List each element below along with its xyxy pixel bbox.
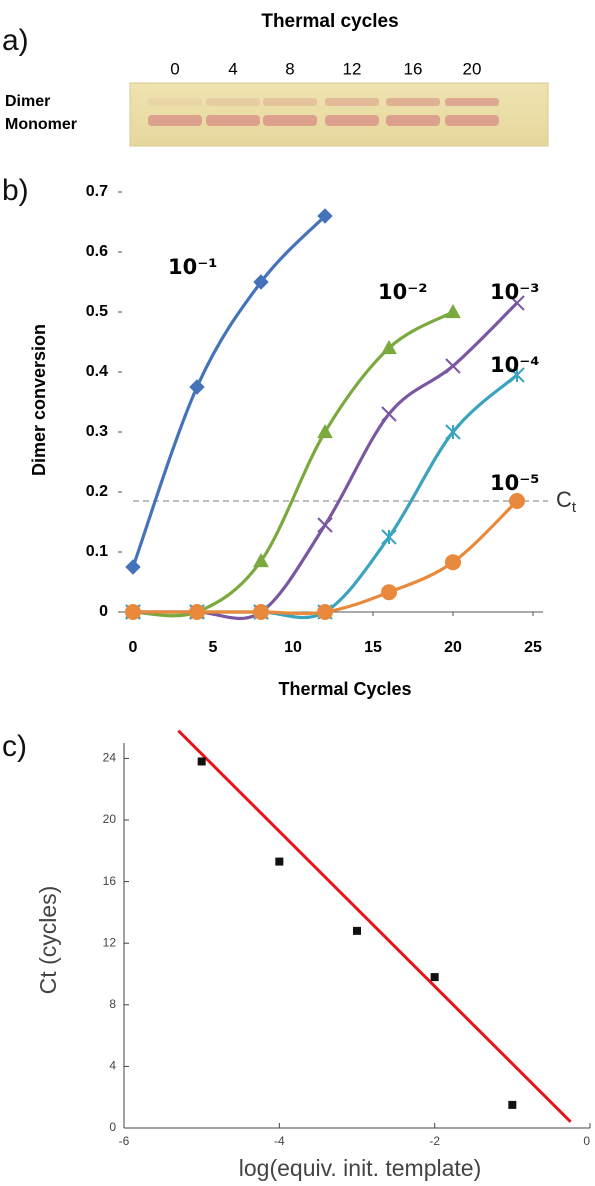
monomer-band bbox=[325, 115, 379, 126]
lane-label: 16 bbox=[404, 59, 423, 78]
x-tick-label: 5 bbox=[209, 639, 218, 656]
x-axis-label: log(equiv. init. template) bbox=[239, 1155, 481, 1181]
x-tick-label: 15 bbox=[364, 639, 382, 656]
series-label: 10⁻³ bbox=[490, 280, 540, 304]
marker bbox=[445, 358, 461, 374]
monomer-band bbox=[263, 115, 317, 126]
y-tick-label: 0.5 bbox=[86, 303, 108, 320]
series-line bbox=[133, 373, 519, 620]
marker bbox=[317, 604, 333, 620]
panel-label: c) bbox=[2, 730, 27, 763]
series-label: 10⁻⁵ bbox=[490, 471, 540, 495]
lane-label: 20 bbox=[463, 59, 482, 78]
gel bbox=[129, 82, 549, 147]
dimer-band bbox=[445, 98, 499, 106]
dimer-band bbox=[206, 98, 260, 106]
dimer-band bbox=[386, 98, 440, 106]
lane-label: 12 bbox=[343, 59, 362, 78]
series-label: 10⁻¹ bbox=[168, 255, 218, 279]
x-tick-label: 0 bbox=[129, 639, 138, 656]
marker bbox=[381, 584, 397, 601]
series-line bbox=[133, 499, 519, 616]
series-label: 10⁻² bbox=[378, 280, 428, 304]
y-tick-label: 20 bbox=[103, 812, 117, 826]
y-tick-label: 0.1 bbox=[86, 543, 108, 560]
y-tick-label: 24 bbox=[103, 751, 117, 765]
point bbox=[353, 926, 361, 935]
x-tick-label: 10 bbox=[284, 639, 302, 656]
marker bbox=[445, 424, 461, 440]
series-line bbox=[133, 301, 519, 621]
threshold-label-sub: t bbox=[572, 499, 577, 516]
monomer-band bbox=[386, 115, 440, 126]
panel-label: b) bbox=[2, 174, 29, 207]
y-axis-label: Ct (cycles) bbox=[35, 886, 61, 995]
threshold-label-main: C bbox=[556, 487, 572, 512]
band-label: Dimer bbox=[5, 93, 50, 110]
monomer-band bbox=[206, 115, 260, 126]
y-tick-label: 0.6 bbox=[86, 243, 108, 260]
monomer-band bbox=[445, 115, 499, 126]
marker bbox=[253, 274, 269, 290]
gel-title: Thermal cycles bbox=[261, 11, 398, 32]
x-tick-label: -2 bbox=[429, 1134, 440, 1148]
y-tick-label: 16 bbox=[103, 874, 117, 888]
marker bbox=[509, 493, 525, 509]
band-label: Monomer bbox=[5, 116, 77, 133]
panel-label: a) bbox=[2, 24, 29, 57]
x-tick-label: -4 bbox=[274, 1134, 285, 1148]
y-tick-label: 0 bbox=[99, 603, 108, 620]
marker bbox=[189, 379, 205, 395]
dimer-band bbox=[263, 98, 317, 106]
marker bbox=[509, 367, 525, 383]
series-label: 10⁻⁴ bbox=[490, 353, 540, 377]
marker bbox=[125, 559, 141, 575]
x-tick-label: 0 bbox=[583, 1134, 590, 1148]
y-tick-label: 8 bbox=[109, 997, 116, 1011]
point bbox=[197, 757, 206, 766]
dimer-band bbox=[148, 98, 202, 106]
marker bbox=[189, 604, 205, 620]
y-tick-label: 0.2 bbox=[86, 483, 108, 500]
marker bbox=[317, 208, 333, 224]
y-tick-label: 12 bbox=[103, 935, 117, 949]
marker bbox=[317, 517, 333, 533]
series-line bbox=[131, 214, 327, 568]
marker bbox=[509, 295, 525, 311]
y-axis-label: Dimer conversion bbox=[29, 324, 49, 476]
point bbox=[508, 1100, 517, 1109]
x-tick-label: 25 bbox=[524, 639, 542, 656]
series-line bbox=[132, 310, 454, 618]
y-tick-label: 0.4 bbox=[86, 363, 108, 380]
marker bbox=[125, 604, 141, 620]
monomer-band bbox=[148, 115, 202, 126]
marker bbox=[317, 423, 333, 439]
point bbox=[275, 857, 284, 866]
y-tick-label: 0.3 bbox=[86, 423, 108, 440]
lane-label: 4 bbox=[228, 59, 237, 78]
marker bbox=[381, 339, 397, 355]
fit-line bbox=[177, 729, 572, 1123]
marker bbox=[253, 552, 269, 568]
lane-label: 8 bbox=[285, 59, 294, 78]
marker bbox=[381, 529, 397, 545]
point bbox=[430, 973, 439, 982]
marker bbox=[445, 554, 461, 571]
x-axis-label: Thermal Cycles bbox=[278, 679, 411, 699]
marker bbox=[445, 303, 461, 319]
dimer-band bbox=[325, 98, 379, 106]
y-tick-label: 0.7 bbox=[86, 183, 108, 200]
threshold-label: Ct bbox=[556, 487, 577, 516]
x-tick-label: -6 bbox=[119, 1134, 130, 1148]
y-tick-label: 0 bbox=[109, 1120, 116, 1134]
x-tick-label: 20 bbox=[444, 639, 462, 656]
y-tick-label: 4 bbox=[109, 1059, 116, 1073]
marker bbox=[253, 604, 269, 620]
lane-label: 0 bbox=[170, 59, 179, 78]
marker bbox=[381, 406, 397, 422]
